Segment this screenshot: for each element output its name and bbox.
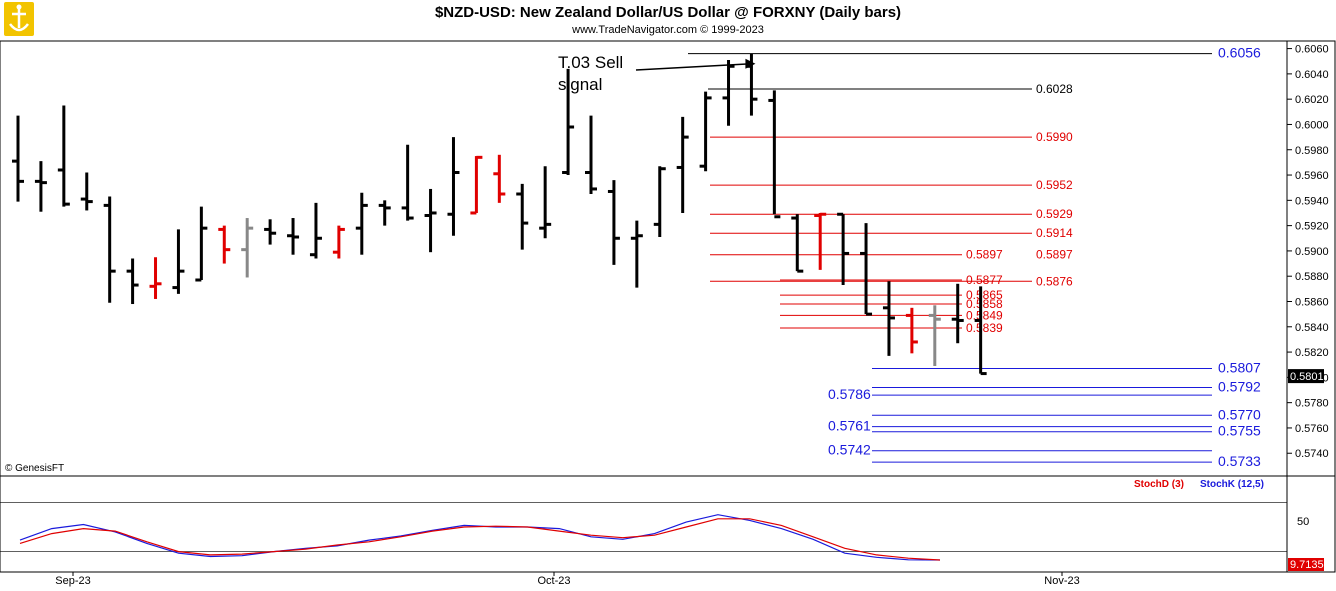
x-tick-label: Nov-23 [1044,575,1079,587]
stoch-last-box [1288,558,1324,571]
level-label: 0.5761 [828,418,871,434]
level-label: 0.5865 [966,288,1003,302]
stoch-d-legend: StochD (3) [1134,479,1184,490]
last-price-box [1288,369,1324,384]
y-tick-label: 0.5780 [1295,398,1329,410]
sell-signal-annotation: T.03 Sell signal [558,53,756,94]
level-label: 0.5733 [1218,453,1261,469]
level-label: 0.5897 [966,248,1003,262]
x-ticks: Sep-23 Oct-23 Nov-23 [55,572,1080,587]
y-tick-label: 0.5900 [1295,246,1329,258]
level-label: 0.5914 [1036,226,1073,240]
stoch-panel [0,475,1288,573]
level-label: 0.5770 [1218,406,1261,422]
level-label: 0.5858 [966,297,1003,311]
level-label: 0.5742 [828,442,871,458]
annotation-line2: signal [558,75,602,94]
y-tick-label: 0.5940 [1295,195,1329,207]
y-tick-label: 0.6000 [1295,119,1329,131]
y-tick-label: 0.5840 [1295,322,1329,334]
y-tick-label: 0.6020 [1295,94,1329,106]
copyright-label: © GenesisFT [5,463,64,474]
y-tick-label: 0.5740 [1295,448,1329,460]
level-label: 0.5786 [828,386,871,402]
x-tick-label: Sep-23 [55,575,90,587]
y-tick-label: 0.5860 [1295,296,1329,308]
annotation-arrowhead [745,58,756,69]
level-label: 0.5839 [966,321,1003,335]
price-panel [0,40,1288,477]
stoch-last-value: 9.7135 [1288,558,1324,571]
price-axis [1286,40,1336,477]
ohlc-bars [12,53,987,376]
level-label: 0.5990 [1036,130,1073,144]
last-price-marker: 0.5801 [1288,369,1324,384]
stoch-legend: StochD (3) StochK (12,5) [1134,479,1264,490]
level-label: 0.5877 [966,273,1003,287]
fib-levels: 0.6056 0.6028 0.5990 0.5952 0.5929 0.5914 0.58… [688,45,1261,469]
price-y-ticks: 0.6060 0.6040 0.6020 0.6000 0.5980 0.5960 0.59… [1287,44,1329,460]
level-label: 0.5929 [1036,207,1073,221]
y-tick-label: 0.5820 [1295,347,1329,359]
annotation-line1: T.03 Sell [558,53,623,72]
stoch-k-legend: StochK (12,5) [1200,479,1264,490]
annotation-arrow [635,63,752,71]
logo-icon [4,2,34,36]
stoch-axis [1286,475,1336,573]
stochastic-lines [0,502,1287,561]
x-tick-label: Oct-23 [537,575,570,587]
y-tick-label: 0.5920 [1295,221,1329,233]
level-label: 0.5849 [966,308,1003,322]
level-label: 0.5807 [1218,360,1261,376]
chart-subtitle: www.TradeNavigator.com © 1999-2023 [571,24,764,36]
level-label: 0.5876 [1036,274,1073,288]
stoch-tick-50: 50 [1297,516,1309,528]
level-label: 0.5792 [1218,378,1261,394]
stoch-d-line [19,518,941,561]
y-tick-label: 0.5980 [1295,145,1329,157]
level-label: 0.6028 [1036,82,1073,96]
y-tick-label: 0.6040 [1295,69,1329,81]
y-tick-label: 0.5760 [1295,423,1329,435]
last-price-label: 0.5801 [1290,371,1324,383]
level-label: 0.5755 [1218,423,1261,439]
y-tick-label: 0.6060 [1295,44,1329,56]
stoch-last-label: 9.7135 [1290,559,1324,571]
y-tick-label: 0.5960 [1295,170,1329,182]
chart-title: $NZD-USD: New Zealand Dollar/US Dollar @… [435,4,901,21]
y-tick-label: 0.5880 [1295,271,1329,283]
level-label: 0.5897 [1036,248,1073,262]
level-label: 0.6056 [1218,45,1261,61]
level-label: 0.5952 [1036,178,1073,192]
